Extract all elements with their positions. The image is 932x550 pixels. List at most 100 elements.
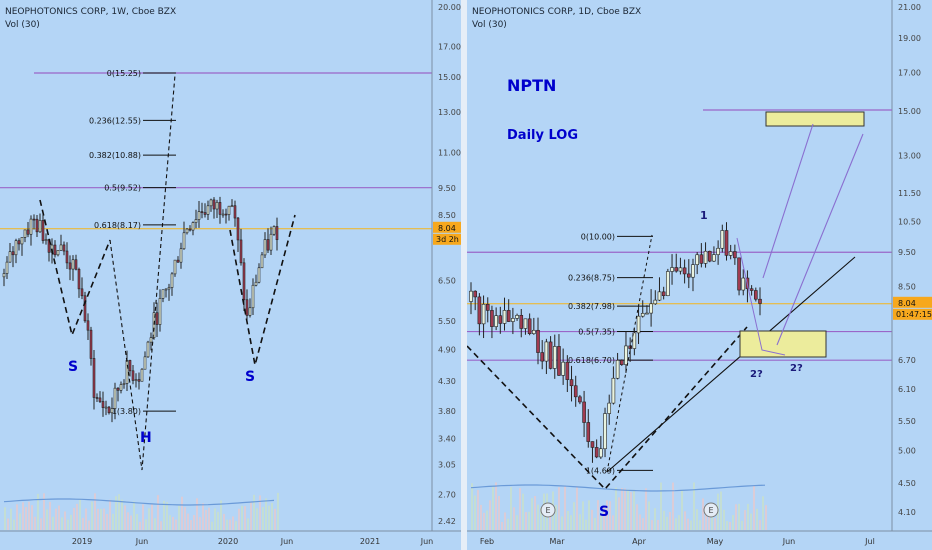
volume-bar (672, 482, 674, 530)
volume-bar (567, 510, 569, 530)
weekly-chart-canvas[interactable]: 0(15.25) 0.236(12.55) 0.382(10.88) 0.5(9.52… (0, 0, 461, 550)
fib-level-label: 0.236(12.55) (89, 116, 141, 125)
price-axis-tick: 3.05 (438, 461, 456, 470)
fib-level-label: 0(10.00) (581, 232, 615, 241)
volume-bar (199, 517, 201, 530)
candle-body (41, 220, 45, 241)
volume-bar (40, 518, 42, 530)
candle-body (200, 211, 204, 213)
volume-bar (151, 504, 153, 530)
volume-bar (654, 508, 656, 530)
candle-body (590, 441, 595, 448)
candle-body (686, 273, 691, 278)
candle-body (699, 254, 704, 264)
candle-body (251, 284, 255, 309)
last-price-tag-text: 8.04 (438, 224, 456, 233)
candle-body (176, 259, 180, 263)
candle-body (83, 295, 87, 322)
candle-body (62, 244, 66, 252)
daily-symbol-line: NEOPHOTONICS CORP, 1D, Cboe BZX (472, 7, 642, 17)
candle-body (594, 447, 599, 458)
candle-body (140, 368, 144, 382)
candle-body (611, 377, 616, 404)
candle-body (23, 229, 27, 238)
trendline (606, 256, 856, 473)
volume-bar (669, 511, 671, 530)
projection-arrow-1 (762, 123, 814, 279)
volume-bar (178, 505, 180, 530)
candle-body (17, 240, 21, 245)
candle-body (185, 228, 189, 234)
volume-bar (732, 515, 734, 530)
candle-body (674, 267, 679, 272)
candle-body (149, 337, 153, 343)
candle-body (128, 360, 132, 372)
candle-body (754, 290, 758, 300)
volume-bar (621, 487, 623, 530)
volume-bar (253, 494, 255, 530)
weekly-chart-panel[interactable]: 0(15.25) 0.236(12.55) 0.382(10.88) 0.5(9.52… (0, 0, 461, 550)
candle-body (523, 318, 528, 329)
price-axis-tick: 19.00 (898, 34, 921, 43)
fib-level-label: 0.5(7.35) (578, 328, 615, 337)
volume-bar (576, 486, 578, 530)
volume-bar (28, 501, 30, 530)
volume-bar (714, 518, 716, 530)
volume-bar (684, 511, 686, 530)
candle-body (65, 250, 69, 264)
panel-divider[interactable] (461, 0, 467, 550)
candle-body (506, 310, 511, 322)
time-axis-tick: 2020 (218, 537, 238, 546)
price-axis-tick: 6.50 (438, 277, 456, 286)
candle-body (146, 341, 150, 358)
volume-bar (46, 509, 48, 530)
candle-body (68, 262, 72, 270)
candle-body (498, 315, 503, 324)
volume-bar (19, 513, 21, 530)
volume-bar (660, 482, 662, 530)
candle-body (657, 291, 662, 301)
wave-2-label-b: 2? (790, 363, 803, 374)
volume-bar (648, 501, 650, 530)
volume-bar (124, 505, 126, 530)
price-axis-tick: 6.10 (898, 385, 916, 394)
volume-bar (76, 503, 78, 530)
volume-bar (16, 504, 18, 530)
candle-body (107, 406, 111, 414)
daily-chart-canvas[interactable]: 0(10.00) 0.236(8.75) 0.382(7.98) 0.5(7.35) 0… (467, 0, 932, 550)
candle-body (245, 299, 249, 316)
candle-body (164, 288, 168, 291)
earnings-marker (703, 502, 719, 518)
price-axis-tick: 17.00 (438, 43, 461, 52)
volume-bar (190, 520, 192, 530)
volume-bar (85, 508, 87, 530)
candle-body (98, 397, 102, 402)
volume-bar (145, 519, 147, 530)
volume-bar (262, 507, 264, 530)
candle-body (44, 239, 48, 241)
volume-bar (708, 515, 710, 530)
volume-bar (762, 496, 764, 530)
candle-body (110, 408, 114, 414)
price-axis-tick: 21.00 (898, 3, 921, 12)
volume-bar (118, 494, 120, 530)
volume-bar (765, 505, 767, 530)
last-price-tag-text: 8.04 (898, 299, 916, 308)
candle-body (645, 312, 649, 315)
price-axis-tick: 10.50 (898, 217, 921, 226)
volume-bar (22, 502, 24, 530)
candle-body (173, 259, 177, 275)
volume-bar (603, 507, 605, 530)
candle-body (682, 267, 687, 275)
volume-bar (696, 509, 698, 530)
candle-body (569, 379, 574, 387)
volume-bar (235, 521, 237, 530)
candle-body (59, 244, 63, 251)
daily-chart-panel[interactable]: 0(10.00) 0.236(8.75) 0.382(7.98) 0.5(7.35) 0… (467, 0, 932, 550)
shoulder-label: S (599, 504, 609, 520)
volume-bar (759, 520, 761, 530)
volume-bar (561, 516, 563, 530)
volume-bar (636, 504, 638, 530)
price-axis-tick: 2.70 (438, 490, 456, 499)
weekly-volume-line: Vol (30) (5, 20, 40, 30)
